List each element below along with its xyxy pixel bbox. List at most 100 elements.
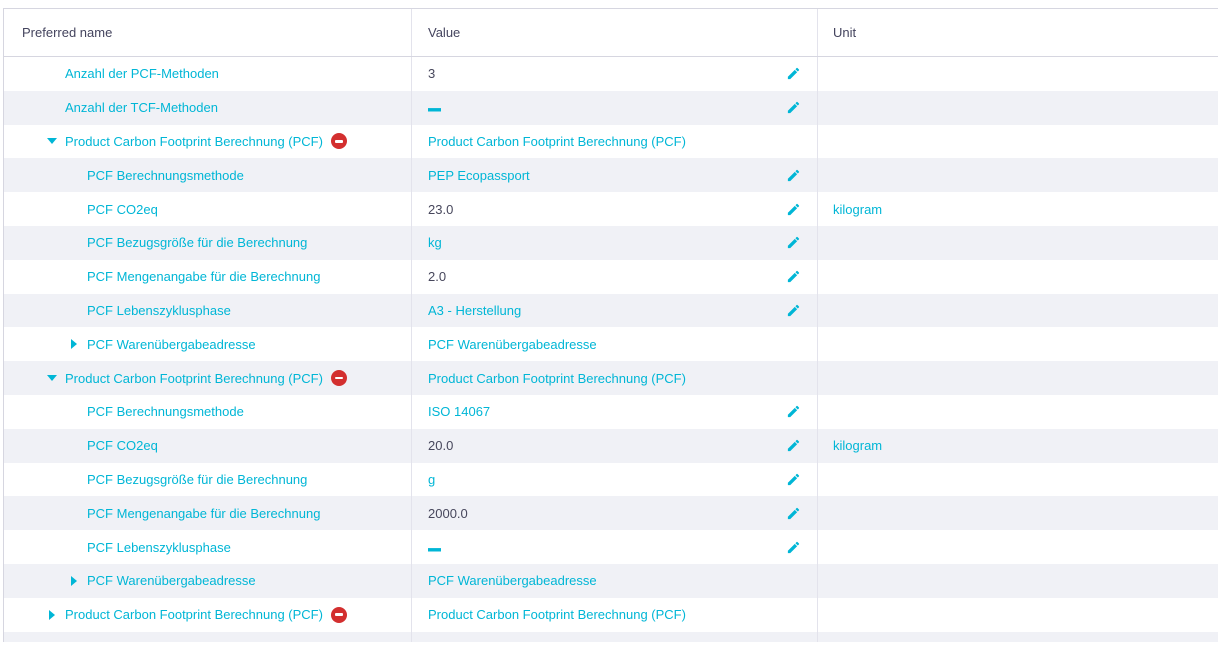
table-row[interactable]: PCF Lebenszyklusphase A3 - Herstellung [4, 293, 1218, 328]
value-text[interactable]: 2000.0 [428, 505, 468, 521]
table-row[interactable]: PCF Berechnungsmethode PEP Ecopassport [4, 158, 1218, 193]
preferred-name-cell: PCF Warenübergabeadresse [4, 563, 412, 598]
properties-table: Preferred name Value Unit Anzahl der PCF… [3, 8, 1218, 642]
table-row[interactable]: PCF Mengenangabe für die Berechnung 2.0 [4, 259, 1218, 294]
partial-next-row-cell [818, 632, 1218, 642]
value-cell: 20.0 [412, 428, 818, 463]
value-cell: Product Carbon Footprint Berechnung (PCF… [412, 597, 818, 632]
preferred-name-link[interactable]: PCF Bezugsgröße für die Berechnung [87, 235, 308, 251]
value-cell: 2.0 [412, 259, 818, 294]
caret-right-icon[interactable] [67, 575, 81, 586]
value-cell: kg [412, 225, 818, 260]
preferred-name-cell: PCF Berechnungsmethode [4, 158, 412, 193]
value-text[interactable]: g [428, 471, 436, 487]
edit-pencil-icon[interactable] [786, 472, 801, 487]
preferred-name-link[interactable]: PCF CO2eq [87, 438, 158, 454]
preferred-name-link[interactable]: PCF Mengenangabe für die Berechnung [87, 269, 321, 285]
caret-down-icon[interactable] [45, 375, 59, 382]
remove-minus-circle-icon[interactable] [330, 370, 347, 387]
value-text[interactable]: 23.0 [428, 201, 454, 217]
edit-pencil-icon[interactable] [786, 506, 801, 521]
edit-pencil-icon[interactable] [786, 235, 801, 250]
unit-cell [818, 496, 1218, 530]
edit-pencil-icon[interactable] [786, 404, 801, 419]
table-row[interactable]: Anzahl der PCF-Methoden 3 [4, 57, 1218, 91]
value-text[interactable]: ISO 14067 [428, 404, 491, 420]
table-row[interactable]: PCF CO2eq 23.0 kilogram [4, 192, 1218, 226]
value-text[interactable]: 20.0 [428, 438, 454, 454]
preferred-name-link[interactable]: PCF Berechnungsmethode [87, 167, 244, 183]
minus-bar [334, 140, 343, 143]
value-cell: Product Carbon Footprint Berechnung (PCF… [412, 124, 818, 159]
preferred-name-link[interactable]: PCF Warenübergabeadresse [87, 336, 256, 352]
table-row[interactable]: PCF Warenübergabeadresse PCF Warenüberga… [4, 563, 1218, 598]
preferred-name-link[interactable]: PCF Warenübergabeadresse [87, 573, 256, 589]
value-text[interactable]: A3 - Herstellung [428, 302, 522, 318]
value-cell: A3 - Herstellung [412, 293, 818, 328]
value-cell: — [412, 88, 818, 128]
table-row[interactable]: PCF Bezugsgröße für die Berechnung kg [4, 225, 1218, 260]
value-cell: 2000.0 [412, 496, 818, 531]
edit-pencil-icon[interactable] [786, 66, 801, 81]
preferred-name-link[interactable]: Anzahl der TCF-Methoden [65, 100, 218, 116]
column-header-label: Unit [833, 25, 857, 40]
value-text[interactable]: Product Carbon Footprint Berechnung (PCF… [428, 133, 686, 149]
remove-minus-circle-icon[interactable] [330, 133, 347, 150]
value-text[interactable]: — [428, 88, 441, 128]
edit-pencil-icon[interactable] [786, 438, 801, 453]
preferred-name-link[interactable]: PCF Mengenangabe für die Berechnung [87, 505, 321, 521]
preferred-name-cell: Product Carbon Footprint Berechnung (PCF… [4, 597, 412, 632]
value-text[interactable]: PCF Warenübergabeadresse [428, 573, 597, 589]
value-text[interactable]: PCF Warenübergabeadresse [428, 336, 597, 352]
unit-cell [818, 294, 1218, 328]
remove-minus-circle-icon[interactable] [330, 606, 347, 623]
table-row[interactable]: PCF CO2eq 20.0 kilogram [4, 428, 1218, 463]
table-row[interactable]: PCF Bezugsgröße für die Berechnung g [4, 462, 1218, 497]
edit-pencil-icon[interactable] [786, 303, 801, 318]
unit-text[interactable]: kilogram [833, 438, 883, 454]
table-row[interactable]: Product Carbon Footprint Berechnung (PCF… [4, 361, 1218, 395]
preferred-name-link[interactable]: PCF Lebenszyklusphase [87, 302, 231, 318]
value-cell: 3 [412, 57, 818, 91]
partial-next-row-cell [412, 631, 818, 642]
caret-down-icon[interactable] [45, 138, 59, 145]
table-row[interactable]: PCF Warenübergabeadresse PCF Warenüberga… [4, 327, 1218, 362]
preferred-name-link[interactable]: Product Carbon Footprint Berechnung (PCF… [65, 370, 323, 386]
table-row[interactable]: PCF Mengenangabe für die Berechnung 2000… [4, 496, 1218, 531]
value-text[interactable]: kg [428, 235, 442, 251]
column-header-label: Preferred name [22, 25, 113, 40]
preferred-name-link[interactable]: PCF Bezugsgröße für die Berechnung [87, 471, 308, 487]
unit-cell: kilogram [818, 192, 1218, 226]
table-row[interactable]: Anzahl der TCF-Methoden — [4, 88, 1218, 128]
value-text[interactable]: 3 [428, 66, 436, 82]
value-text[interactable]: Product Carbon Footprint Berechnung (PCF… [428, 607, 686, 623]
unit-text[interactable]: kilogram [833, 201, 883, 217]
table-row[interactable]: Product Carbon Footprint Berechnung (PCF… [4, 597, 1218, 632]
partial-next-row [4, 631, 1218, 642]
unit-cell [818, 530, 1218, 564]
value-text[interactable]: — [428, 527, 441, 567]
preferred-name-cell: Anzahl der PCF-Methoden [4, 57, 412, 91]
edit-pencil-icon[interactable] [786, 168, 801, 183]
value-text[interactable]: PEP Ecopassport [428, 167, 530, 183]
preferred-name-cell: Product Carbon Footprint Berechnung (PCF… [4, 361, 412, 395]
preferred-name-link[interactable]: PCF CO2eq [87, 201, 158, 217]
edit-pencil-icon[interactable] [786, 540, 801, 555]
value-text[interactable]: 2.0 [428, 269, 447, 285]
value-cell: PEP Ecopassport [412, 158, 818, 193]
preferred-name-link[interactable]: Anzahl der PCF-Methoden [65, 66, 219, 82]
table-row[interactable]: PCF Berechnungsmethode ISO 14067 [4, 394, 1218, 429]
preferred-name-link[interactable]: PCF Lebenszyklusphase [87, 539, 231, 555]
caret-right-icon[interactable] [45, 609, 59, 620]
preferred-name-link[interactable]: PCF Berechnungsmethode [87, 404, 244, 420]
value-text[interactable]: Product Carbon Footprint Berechnung (PCF… [428, 370, 686, 386]
caret-right-icon[interactable] [67, 339, 81, 350]
table-row[interactable]: Product Carbon Footprint Berechnung (PCF… [4, 124, 1218, 159]
preferred-name-cell: Anzahl der TCF-Methoden [4, 90, 412, 125]
edit-pencil-icon[interactable] [786, 202, 801, 217]
table-row[interactable]: PCF Lebenszyklusphase — [4, 527, 1218, 567]
preferred-name-link[interactable]: Product Carbon Footprint Berechnung (PCF… [65, 607, 323, 623]
preferred-name-link[interactable]: Product Carbon Footprint Berechnung (PCF… [65, 133, 323, 149]
edit-pencil-icon[interactable] [786, 100, 801, 115]
edit-pencil-icon[interactable] [786, 269, 801, 284]
